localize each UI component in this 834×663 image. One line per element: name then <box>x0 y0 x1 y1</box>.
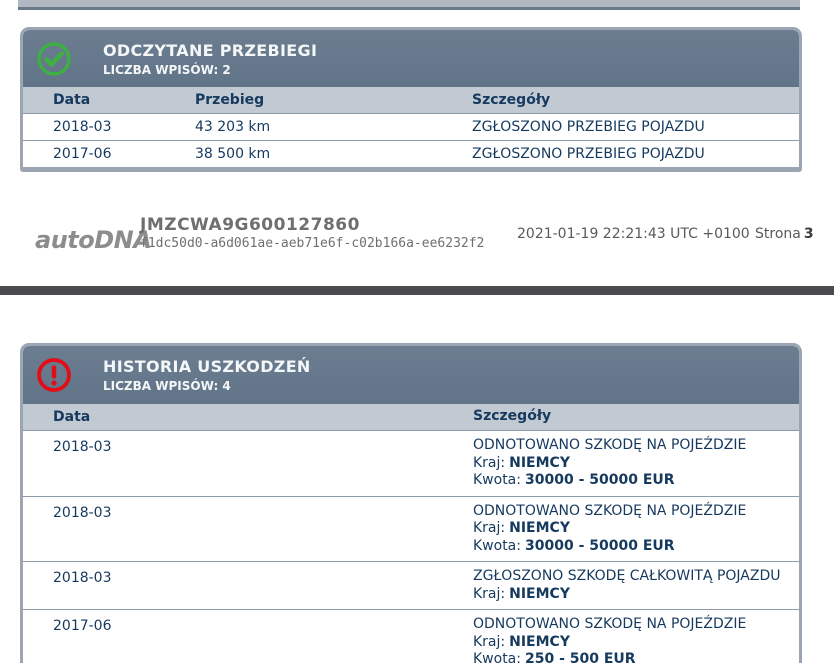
damage-amount-line: Kwota:30000 - 50000 EUR <box>473 472 789 490</box>
amount-label: Kwota: <box>473 538 521 554</box>
vin-number: JMZCWA9G600127860 <box>140 215 484 235</box>
damage-event: ODNOTOWANO SZKODĘ NA POJEŹDZIE <box>473 616 789 634</box>
damage-country-line: Kraj:NIEMCY <box>473 634 789 652</box>
check-circle-icon <box>36 41 72 77</box>
column-header-date: Data <box>53 409 473 425</box>
vin-block: JMZCWA9G600127860 f1dc50d0-a6d061ae-aeb7… <box>140 215 484 251</box>
row-details: ZGŁOSZONO PRZEBIEG POJAZDU <box>472 146 799 162</box>
page-footer: autoDNA JMZCWA9G600127860 f1dc50d0-a6d06… <box>0 210 834 270</box>
damage-section-title: HISTORIA USZKODZEŃ <box>103 357 311 376</box>
damage-section: HISTORIA USZKODZEŃ LICZBA WPISÓW: 4 Data… <box>20 343 802 663</box>
damage-country-line: Kraj:NIEMCY <box>473 520 789 538</box>
report-id: f1dc50d0-a6d061ae-aeb71e6f-c02b166a-ee62… <box>140 236 484 251</box>
damage-country-line: Kraj:NIEMCY <box>473 455 789 473</box>
row-details: ODNOTOWANO SZKODĘ NA POJEŹDZIE Kraj:NIEM… <box>473 431 799 496</box>
amount-value: 250 - 500 EUR <box>525 651 636 663</box>
damage-section-header: HISTORIA USZKODZEŃ LICZBA WPISÓW: 4 <box>23 346 799 404</box>
damage-event: ZGŁOSZONO SZKODĘ CAŁKOWITĄ POJAZDU <box>473 568 789 586</box>
table-row: 2017-06 38 500 km ZGŁOSZONO PRZEBIEG POJ… <box>23 140 799 167</box>
mileage-section: ODCZYTANE PRZEBIEGI LICZBA WPISÓW: 2 Dat… <box>20 27 802 172</box>
amount-value: 30000 - 50000 EUR <box>525 472 675 488</box>
country-value: NIEMCY <box>509 520 570 536</box>
report-timestamp: 2021-01-19 22:21:43 UTC +0100 <box>517 226 750 242</box>
previous-section-bottom-edge <box>18 0 800 10</box>
mileage-section-titles: ODCZYTANE PRZEBIEGI LICZBA WPISÓW: 2 <box>103 41 317 77</box>
mileage-section-title: ODCZYTANE PRZEBIEGI <box>103 41 317 60</box>
table-row: 2018-03 ZGŁOSZONO SZKODĘ CAŁKOWITĄ POJAZ… <box>23 561 799 609</box>
damage-amount-line: Kwota: 250 - 500 EUR <box>473 651 789 663</box>
row-details: ZGŁOSZONO PRZEBIEG POJAZDU <box>472 119 799 135</box>
amount-label: Kwota: <box>473 651 521 663</box>
row-date: 2017-06 <box>53 610 473 663</box>
row-date: 2018-03 <box>53 431 473 496</box>
page-number-value: 3 <box>804 226 814 242</box>
mileage-entries-count: LICZBA WPISÓW: 2 <box>103 63 317 77</box>
damage-section-titles: HISTORIA USZKODZEŃ LICZBA WPISÓW: 4 <box>103 357 311 393</box>
mileage-table-header: Data Przebieg Szczegóły <box>23 87 799 113</box>
damage-event: ODNOTOWANO SZKODĘ NA POJEŹDZIE <box>473 503 789 521</box>
damage-country-line: Kraj:NIEMCY <box>473 586 789 604</box>
country-value: NIEMCY <box>509 586 570 602</box>
column-header-mileage: Przebieg <box>195 92 472 108</box>
damage-event: ODNOTOWANO SZKODĘ NA POJEŹDZIE <box>473 437 789 455</box>
table-row: 2017-06 ODNOTOWANO SZKODĘ NA POJEŹDZIE K… <box>23 609 799 663</box>
damage-entries-count: LICZBA WPISÓW: 4 <box>103 379 311 393</box>
row-date: 2018-03 <box>53 562 473 609</box>
damage-amount-line: Kwota:30000 - 50000 EUR <box>473 538 789 556</box>
column-header-details: Szczegóły <box>473 408 799 426</box>
country-label: Kraj: <box>473 520 505 536</box>
column-header-details: Szczegóły <box>472 92 799 108</box>
autodna-logo: autoDNA <box>35 226 151 254</box>
row-date: 2018-03 <box>53 119 195 135</box>
country-value: NIEMCY <box>509 455 570 471</box>
row-date: 2017-06 <box>53 146 195 162</box>
damage-table-header: Data Szczegóły <box>23 404 799 430</box>
amount-label: Kwota: <box>473 472 521 488</box>
table-row: 2018-03 ODNOTOWANO SZKODĘ NA POJEŹDZIE K… <box>23 430 799 496</box>
amount-value: 30000 - 50000 EUR <box>525 538 675 554</box>
row-mileage: 43 203 km <box>195 119 472 135</box>
country-label: Kraj: <box>473 586 505 602</box>
country-value: NIEMCY <box>509 634 570 650</box>
page-label: Strona <box>755 226 801 242</box>
table-row: 2018-03 43 203 km ZGŁOSZONO PRZEBIEG POJ… <box>23 113 799 140</box>
country-label: Kraj: <box>473 634 505 650</box>
row-details: ZGŁOSZONO SZKODĘ CAŁKOWITĄ POJAZDU Kraj:… <box>473 562 799 609</box>
table-row: 2018-03 ODNOTOWANO SZKODĘ NA POJEŹDZIE K… <box>23 496 799 562</box>
row-mileage: 38 500 km <box>195 146 472 162</box>
mileage-section-header: ODCZYTANE PRZEBIEGI LICZBA WPISÓW: 2 <box>23 30 799 87</box>
page-number: Strona3 <box>755 226 814 242</box>
country-label: Kraj: <box>473 455 505 471</box>
page-break-bar <box>0 286 834 295</box>
column-header-date: Data <box>53 92 195 108</box>
row-details: ODNOTOWANO SZKODĘ NA POJEŹDZIE Kraj:NIEM… <box>473 610 799 663</box>
exclamation-circle-icon <box>36 357 72 393</box>
row-details: ODNOTOWANO SZKODĘ NA POJEŹDZIE Kraj:NIEM… <box>473 497 799 562</box>
row-date: 2018-03 <box>53 497 473 562</box>
